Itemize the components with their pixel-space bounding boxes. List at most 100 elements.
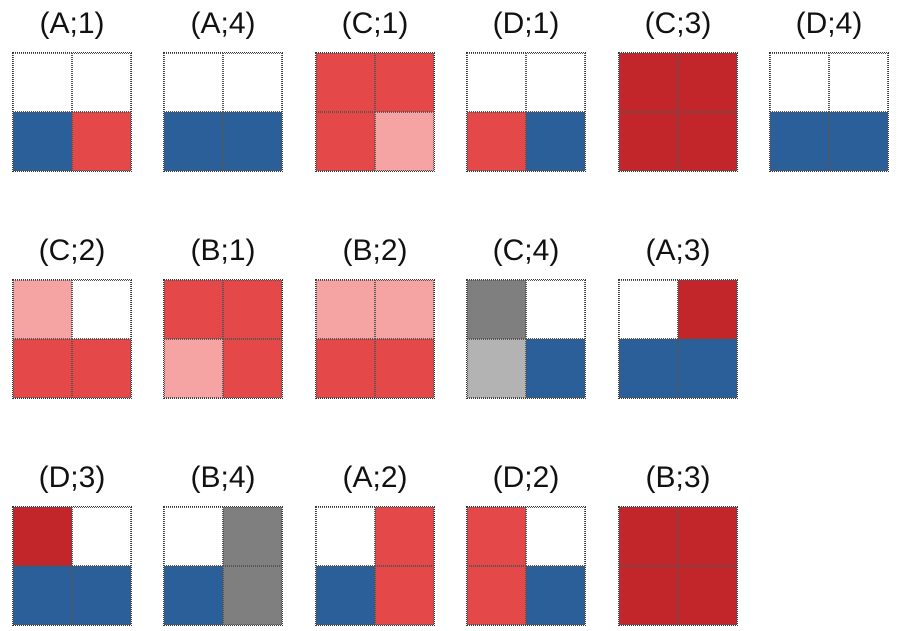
tile-grid <box>12 52 132 172</box>
tile-grid <box>769 52 889 172</box>
grid-cell <box>375 53 434 112</box>
grid-cell <box>678 280 737 339</box>
grid-cell <box>526 507 585 566</box>
grid-cell <box>13 566 72 625</box>
grid-cell <box>526 280 585 339</box>
tile-grid <box>466 52 586 172</box>
grid-cell <box>223 53 282 112</box>
grid-cell <box>375 507 434 566</box>
pattern-tile: (D;1) <box>454 0 586 172</box>
grid-cell <box>164 112 223 171</box>
tile-label: (D;1) <box>492 7 560 40</box>
tile-grid <box>315 52 435 172</box>
grid-cell <box>223 280 282 339</box>
pattern-tile: (C;1) <box>303 0 435 172</box>
grid-cell <box>72 280 131 339</box>
grid-cell <box>375 280 434 339</box>
pattern-tile: (D;2) <box>454 454 586 626</box>
pattern-tile: (D;3) <box>0 454 132 626</box>
tile-label: (A;3) <box>645 234 711 267</box>
grid-cell <box>72 339 131 398</box>
pattern-tile: (A;3) <box>606 227 738 399</box>
grid-cell <box>619 339 678 398</box>
grid-cell <box>678 53 737 112</box>
grid-cell <box>526 112 585 171</box>
tile-label: (A;2) <box>342 461 408 494</box>
tile-label: (D;2) <box>492 461 560 494</box>
tile-label: (B;4) <box>190 461 256 494</box>
grid-cell <box>526 339 585 398</box>
grid-cell <box>619 566 678 625</box>
pattern-tile: (B;2) <box>303 227 435 399</box>
grid-cell <box>770 53 829 112</box>
grid-cell <box>316 112 375 171</box>
tile-grid <box>12 506 132 626</box>
grid-cell <box>619 112 678 171</box>
pattern-tile: (B;1) <box>151 227 283 399</box>
grid-cell <box>164 339 223 398</box>
pattern-tile: (C;2) <box>0 227 132 399</box>
grid-cell <box>619 53 678 112</box>
pattern-tile: (B;3) <box>606 454 738 626</box>
grid-cell <box>619 280 678 339</box>
pattern-tile: (A;2) <box>303 454 435 626</box>
grid-cell <box>223 507 282 566</box>
grid-cell <box>13 112 72 171</box>
pattern-tile: (D;4) <box>757 0 889 172</box>
grid-cell <box>678 339 737 398</box>
grid-cell <box>13 339 72 398</box>
grid-cell <box>316 566 375 625</box>
tile-grid <box>466 279 586 399</box>
grid-cell <box>164 280 223 339</box>
grid-cell <box>375 112 434 171</box>
grid-cell <box>164 53 223 112</box>
pattern-tile: (C;3) <box>606 0 738 172</box>
grid-cell <box>678 112 737 171</box>
tile-grid <box>163 279 283 399</box>
tile-label: (C;3) <box>644 7 712 40</box>
grid-cell <box>526 53 585 112</box>
grid-cell <box>467 112 526 171</box>
tile-grid <box>315 506 435 626</box>
tile-label: (C;4) <box>492 234 560 267</box>
grid-cell <box>316 339 375 398</box>
grid-cell <box>770 112 829 171</box>
tile-grid <box>163 506 283 626</box>
tile-grid <box>618 506 738 626</box>
grid-cell <box>13 53 72 112</box>
grid-cell <box>223 566 282 625</box>
pattern-tile: (A;1) <box>0 0 132 172</box>
grid-cell <box>13 507 72 566</box>
pattern-tile: (B;4) <box>151 454 283 626</box>
grid-cell <box>316 507 375 566</box>
tile-grid <box>466 506 586 626</box>
grid-cell <box>72 112 131 171</box>
grid-cell <box>316 280 375 339</box>
grid-cell <box>164 507 223 566</box>
tile-grid <box>618 52 738 172</box>
tile-label: (A;4) <box>190 7 256 40</box>
grid-cell <box>467 339 526 398</box>
grid-cell <box>375 339 434 398</box>
grid-cell <box>72 53 131 112</box>
grid-cell <box>467 53 526 112</box>
grid-cell <box>467 566 526 625</box>
tile-label: (A;1) <box>39 7 105 40</box>
tile-grid <box>12 279 132 399</box>
grid-cell <box>678 507 737 566</box>
grid-cell <box>223 112 282 171</box>
tile-grid <box>163 52 283 172</box>
tile-label: (C;1) <box>341 7 409 40</box>
grid-cell <box>316 53 375 112</box>
grid-cell <box>223 339 282 398</box>
grid-cell <box>164 566 223 625</box>
grid-cell <box>72 566 131 625</box>
pattern-tile: (A;4) <box>151 0 283 172</box>
grid-cell <box>829 53 888 112</box>
pattern-tile: (C;4) <box>454 227 586 399</box>
grid-cell <box>678 566 737 625</box>
tile-label: (D;4) <box>795 7 863 40</box>
grid-cell <box>526 566 585 625</box>
tile-grid <box>618 279 738 399</box>
